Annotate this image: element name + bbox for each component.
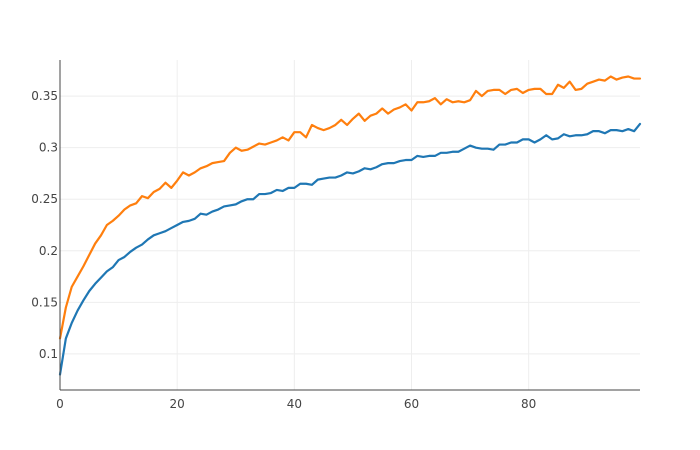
- y-gridlines: [60, 95, 640, 355]
- y-tick-label-3: 0.25: [31, 192, 58, 206]
- x-tick-label-1: 20: [170, 397, 185, 411]
- series-line-2: [58, 75, 642, 340]
- y-tick-label-2: 0.2: [39, 244, 58, 258]
- y-tick-label-1: 0.15: [31, 295, 58, 309]
- y-tick-label-4: 0.3: [39, 141, 58, 155]
- y-tick-label-0: 0.1: [39, 347, 58, 361]
- y-tick-labels: 0.1 0.15 0.2 0.25 0.3 0.35: [31, 89, 58, 361]
- y-tick-label-5: 0.35: [31, 89, 58, 103]
- x-tick-labels: 0 20 40 60 80: [56, 397, 536, 411]
- series-line-1: [58, 122, 642, 376]
- x-tick-label-3: 60: [404, 397, 419, 411]
- x-gridlines: [59, 60, 530, 390]
- x-tick-label-0: 0: [56, 397, 64, 411]
- x-tick-label-2: 40: [287, 397, 302, 411]
- x-tick-label-4: 80: [521, 397, 536, 411]
- series-layer: [58, 75, 642, 376]
